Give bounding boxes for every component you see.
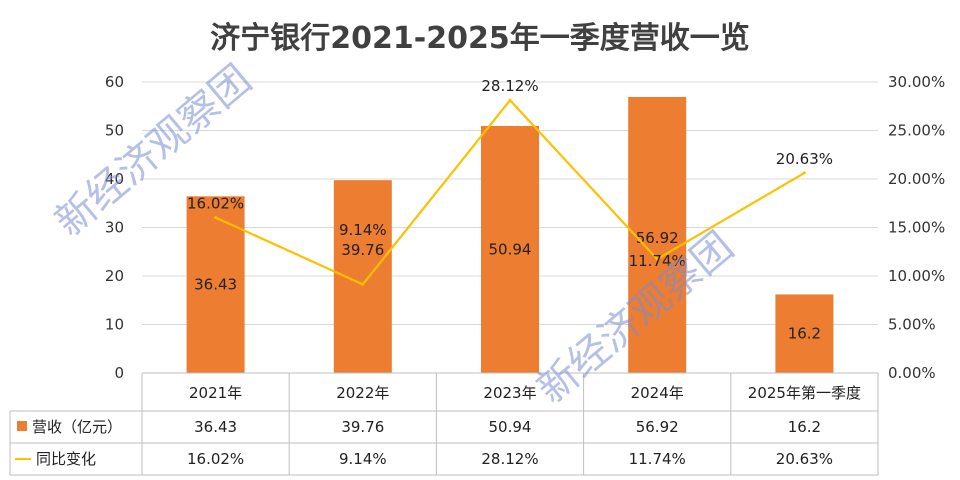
y-tick-label-right: 5.00%: [888, 316, 936, 334]
y-tick-label-right: 0.00%: [888, 364, 936, 382]
line-point: [655, 257, 659, 261]
x-category-label: 2025年第一季度: [748, 384, 861, 402]
line-data-label: 16.02%: [187, 195, 244, 213]
table-cell: 36.43: [194, 418, 237, 436]
table-cell: 20.63%: [776, 450, 833, 468]
bar: [481, 125, 539, 373]
line-data-label: 11.74%: [629, 252, 686, 270]
y-tick-label-left: 60: [105, 73, 124, 91]
line-point: [361, 282, 365, 286]
line-point: [508, 98, 512, 102]
table-cell: 56.92: [636, 418, 679, 436]
bar: [628, 96, 687, 374]
table-cell: 39.76: [341, 418, 384, 436]
table-cell: 50.94: [489, 418, 532, 436]
chart-title: 济宁银行2021-2025年一季度营收一览: [210, 21, 749, 56]
y-axis-right: 0.00% 5.00% 10.00% 15.00% 20.00% 25.00% 30.00%: [888, 73, 945, 382]
table-cell: 16.2: [788, 418, 821, 436]
bar-data-label: 36.43: [194, 276, 237, 294]
line-data-label: 20.63%: [776, 150, 833, 168]
legend-label: 营收（亿元）: [32, 418, 122, 436]
y-tick-label-left: 0: [114, 364, 124, 382]
bar-data-label: 56.92: [636, 229, 679, 247]
line-point: [214, 216, 218, 220]
y-tick-label-left: 20: [105, 267, 124, 285]
bar: [333, 180, 392, 373]
bar-data-label: 39.76: [341, 241, 384, 259]
x-category-label: 2024年: [631, 384, 684, 402]
bar-data-label: 16.2: [788, 325, 821, 343]
line-point: [802, 171, 806, 175]
x-category-label: 2023年: [483, 384, 536, 402]
bar-data-label: 50.94: [489, 240, 532, 258]
y-tick-label-left: 30: [105, 219, 124, 237]
x-category-label: 2022年: [336, 384, 389, 402]
y-tick-label-left: 40: [105, 170, 124, 188]
y-tick-label-right: 25.00%: [888, 122, 945, 140]
y-tick-label-right: 30.00%: [888, 73, 945, 91]
y-tick-label-right: 15.00%: [888, 219, 945, 237]
table-cell: 9.14%: [339, 450, 387, 468]
bar-series: 36.43 39.76 50.94 56.92 16.2: [186, 96, 834, 374]
legend-swatch-bar: [17, 421, 27, 431]
table-cell: 16.02%: [187, 450, 244, 468]
line-series: 16.02% 9.14% 28.12% 11.74% 20.63%: [187, 77, 833, 286]
y-tick-label-right: 20.00%: [888, 170, 945, 188]
table-cell: 11.74%: [629, 450, 686, 468]
y-tick-label-left: 50: [105, 122, 124, 140]
y-tick-label-right: 10.00%: [888, 267, 945, 285]
table-cell: 28.12%: [481, 450, 538, 468]
bar: [775, 294, 834, 373]
y-tick-label-left: 10: [105, 316, 124, 334]
line-data-label: 28.12%: [481, 77, 538, 95]
x-category-label: 2021年: [189, 384, 242, 402]
line-data-label: 9.14%: [339, 221, 387, 239]
legend-label: 同比变化: [36, 450, 96, 468]
y-axis-left: 0 10 20 30 40 50 60: [105, 73, 124, 382]
